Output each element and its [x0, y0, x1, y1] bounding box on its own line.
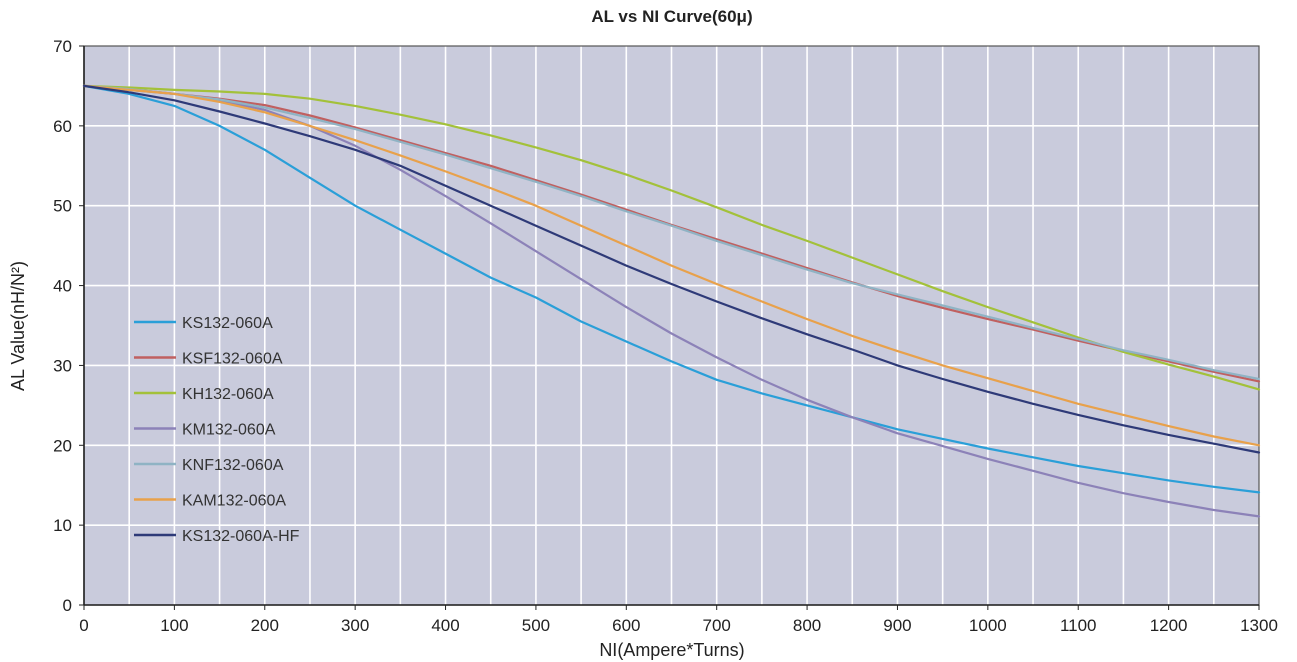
series-line-kam132-060a [82, 84, 1261, 447]
legend: KS132-060A KSF132-060A KH132-060A KM132-060… [134, 315, 300, 545]
legend-label: KH132-060A [182, 386, 274, 403]
y-axis-title: AL Value(nH/N²) [8, 261, 28, 391]
x-axis-ticks: 0 100 200 300 400 500 600 700 800 900 1000 1100 1200… [79, 605, 1278, 635]
series-line-knf132-060a [82, 84, 1261, 381]
x-tick-label: 600 [612, 616, 640, 635]
x-tick-label: 300 [341, 616, 369, 635]
x-tick-label: 1300 [1240, 616, 1278, 635]
x-tick-label: 1100 [1060, 616, 1097, 635]
legend-label: KNF132-060A [182, 457, 284, 474]
x-tick-label: 0 [79, 616, 88, 635]
legend-label: KS132-060A [182, 315, 273, 332]
x-tick-label: 100 [160, 616, 188, 635]
grid [84, 46, 1259, 605]
y-tick-label: 10 [53, 516, 72, 535]
series-line-kh132-060a [82, 84, 1261, 391]
y-tick-label: 0 [63, 596, 72, 615]
y-axis-ticks: 0 10 20 30 40 50 60 70 [53, 37, 84, 615]
x-tick-label: 500 [522, 616, 550, 635]
x-tick-label: 800 [793, 616, 821, 635]
y-tick-label: 70 [53, 37, 72, 56]
x-tick-label: 900 [883, 616, 911, 635]
legend-label: KM132-060A [182, 422, 276, 439]
series-line-ks132-060a [82, 84, 1261, 494]
series-line-km132-060a [82, 84, 1261, 518]
x-tick-label: 200 [251, 616, 279, 635]
y-tick-label: 60 [53, 117, 72, 136]
series-line-ks132-060a-hf [82, 84, 1261, 454]
x-tick-label: 1000 [969, 616, 1007, 635]
y-tick-label: 40 [53, 277, 72, 296]
legend-label: KAM132-060A [182, 493, 286, 510]
series-lines [82, 84, 1261, 518]
x-tick-label: 400 [431, 616, 459, 635]
chart-title: AL vs NI Curve(60μ) [591, 7, 752, 26]
x-tick-label: 1200 [1150, 616, 1188, 635]
legend-label: KS132-060A-HF [182, 528, 300, 545]
legend-label: KSF132-060A [182, 351, 283, 368]
x-tick-label: 700 [703, 616, 731, 635]
y-tick-label: 20 [53, 436, 72, 455]
x-axis-title: NI(Ampere*Turns) [599, 640, 744, 660]
y-tick-label: 50 [53, 197, 72, 216]
y-tick-label: 30 [53, 356, 72, 375]
axes [83, 45, 1260, 606]
